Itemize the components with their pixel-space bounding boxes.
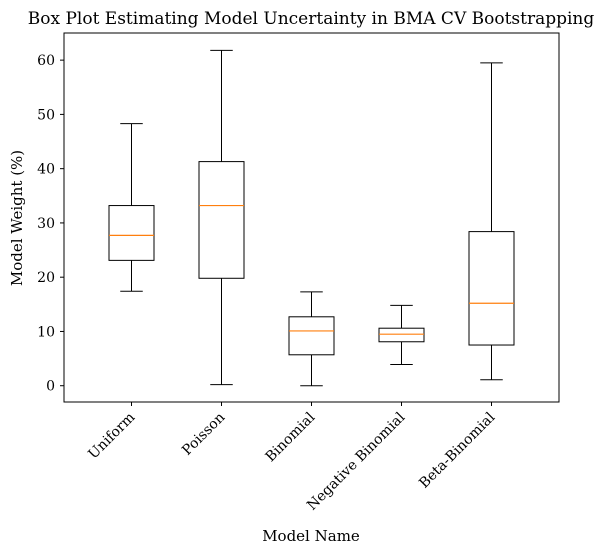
- box-2: [198, 49, 245, 386]
- y-tick-label: 20: [37, 270, 55, 286]
- x-tick-label: Poisson: [179, 410, 228, 459]
- iqr-box: [108, 205, 155, 261]
- box-3: [288, 291, 335, 387]
- y-tick-label: 50: [37, 107, 55, 123]
- y-tick-label: 30: [37, 216, 55, 232]
- iqr-box: [288, 316, 335, 356]
- box-4: [378, 304, 425, 366]
- y-tick-label: 60: [37, 53, 55, 69]
- y-axis-label: Model Weight (%): [8, 150, 26, 286]
- iqr-box: [378, 327, 425, 343]
- box-1: [108, 123, 155, 292]
- y-tick-label: 40: [37, 162, 55, 178]
- y-tick-label: 10: [37, 324, 55, 340]
- x-tick-label: Uniform: [85, 410, 138, 463]
- iqr-box: [468, 231, 515, 346]
- y-tick-label: 0: [46, 379, 55, 395]
- x-tick-label: Negative Binomial: [304, 409, 409, 514]
- x-tick-label: Beta-Binomial: [416, 409, 498, 491]
- chart-title: Box Plot Estimating Model Uncertainty in…: [28, 9, 595, 29]
- box-series: [108, 49, 515, 387]
- x-tick-label: Binomial: [263, 409, 319, 465]
- iqr-box: [198, 161, 245, 279]
- y-axis: 0 10 20 30 40 50 60: [37, 53, 64, 395]
- box-5: [468, 62, 515, 381]
- plot-area-frame: [63, 32, 560, 403]
- x-axis-label: Model Name: [262, 527, 360, 545]
